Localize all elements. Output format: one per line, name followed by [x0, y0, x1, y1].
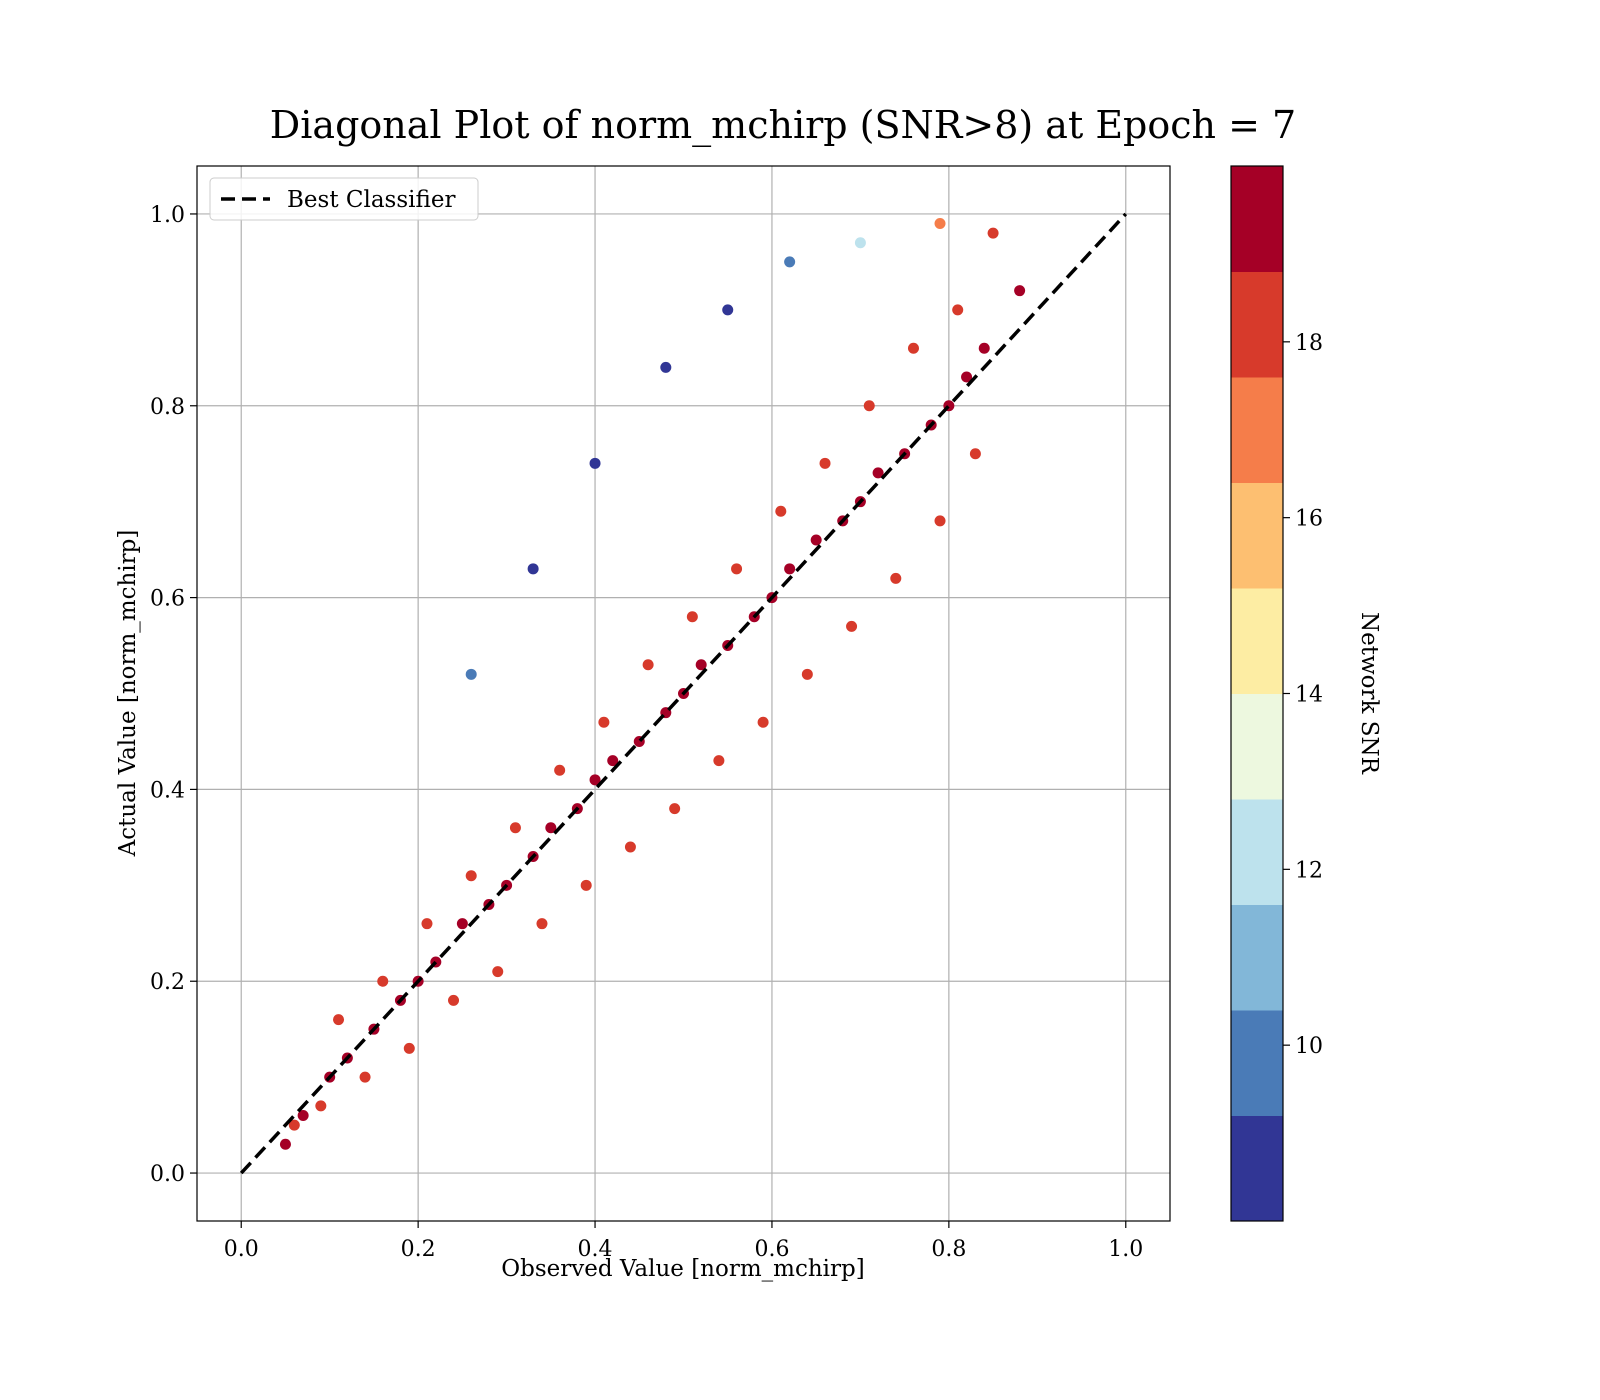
x-tick-label: 0.4 — [578, 1237, 613, 1262]
scatter-point — [492, 966, 504, 978]
scatter-point — [784, 563, 796, 575]
scatter-point — [624, 841, 636, 853]
scatter-point — [978, 342, 990, 354]
y-axis-label: Actual Value [norm_mchirp] — [115, 530, 141, 858]
y-tick-label: 0.2 — [150, 970, 185, 995]
colorbar-bin — [1231, 271, 1283, 378]
scatter-point — [359, 1071, 371, 1083]
legend-box — [209, 177, 479, 221]
scatter-point — [421, 918, 433, 930]
x-axis-label: Observed Value [norm_mchirp] — [501, 1256, 864, 1282]
x-axis-ticks: 0.0 0.2 0.4 0.6 0.8 1.0 — [224, 1221, 1143, 1262]
colorbar-ticks: 10 12 14 16 18 — [1283, 331, 1323, 1059]
y-tick-label: 0.0 — [150, 1162, 185, 1187]
scatter-point — [872, 467, 884, 479]
scatter-point — [554, 764, 566, 776]
colorbar-tick-label: 18 — [1295, 331, 1323, 356]
y-tick-label: 0.6 — [150, 587, 185, 612]
scatter-point — [686, 611, 698, 623]
scatter-point — [669, 803, 681, 815]
scatter-point — [1014, 285, 1026, 297]
scatter-point — [333, 1014, 345, 1026]
y-tick-label: 0.8 — [150, 395, 185, 420]
scatter-point — [660, 361, 672, 373]
best-classifier-line — [239, 212, 1128, 1175]
chart-title: Diagonal Plot of norm_mchirp (SNR>8) at … — [270, 103, 1296, 148]
scatter-point — [961, 371, 973, 383]
scatter-point — [801, 668, 813, 680]
colorbar-bin — [1231, 799, 1283, 905]
scatter-point — [509, 822, 521, 834]
scatter-point — [465, 668, 477, 680]
scatter-point — [545, 822, 557, 834]
scatter-point — [448, 994, 460, 1006]
scatter-point — [952, 304, 964, 316]
colorbar-label: Network SNR — [1356, 612, 1382, 775]
colorbar-bin — [1231, 1115, 1283, 1222]
scatter-point — [987, 227, 999, 239]
scatter-point — [580, 879, 592, 891]
scatter-point — [890, 572, 902, 584]
colorbar-bin — [1231, 904, 1283, 1011]
y-axis-ticks: 0.0 0.2 0.4 0.6 0.8 1.0 — [150, 203, 197, 1187]
scatter-point — [642, 659, 654, 671]
scatter-point — [846, 620, 858, 632]
colorbar-tick-label: 12 — [1295, 858, 1323, 883]
x-tick-label: 1.0 — [1108, 1237, 1143, 1262]
scatter-point — [731, 563, 743, 575]
scatter-point — [854, 237, 866, 249]
scatter-point — [279, 1138, 291, 1150]
x-tick-label: 0.0 — [224, 1237, 259, 1262]
scatter-point — [934, 515, 946, 527]
scatter-point — [315, 1100, 327, 1112]
scatter-point — [589, 774, 601, 786]
plot-area: 0.0 0.2 0.4 0.6 0.8 1.0 0.0 0.2 0.4 0.6 0.8 1.0 — [150, 165, 1171, 1262]
colorbar-tick-label: 10 — [1295, 1034, 1323, 1059]
scatter-point — [713, 755, 725, 767]
scatter-point — [536, 918, 548, 930]
axes-frame — [196, 165, 1171, 1222]
colorbar-bin — [1231, 588, 1283, 694]
x-tick-label: 0.8 — [931, 1237, 966, 1262]
scatter-point — [695, 659, 707, 671]
scatter-point — [456, 918, 468, 930]
colorbar: 10 12 14 16 18 Network SNR — [1230, 165, 1382, 1222]
colorbar-bin — [1231, 166, 1283, 272]
scatter-point — [377, 975, 389, 987]
scatter-point — [784, 256, 796, 268]
scatter-point — [403, 1042, 415, 1054]
scatter-point — [297, 1110, 309, 1121]
y-tick-label: 1.0 — [150, 203, 185, 228]
scatter-point — [589, 457, 601, 469]
scatter-point — [819, 457, 831, 469]
colorbar-tick-label: 14 — [1295, 683, 1323, 708]
legend-entry-best-classifier: Best Classifier — [287, 187, 455, 213]
y-tick-label: 0.4 — [150, 778, 185, 803]
scatter-point — [757, 716, 769, 728]
scatter-point — [465, 870, 477, 882]
legend: Best Classifier — [209, 177, 479, 221]
scatter-point — [288, 1119, 300, 1131]
scatter-point — [607, 755, 619, 767]
x-tick-label: 0.2 — [401, 1237, 436, 1262]
x-tick-label: 0.6 — [754, 1237, 789, 1262]
colorbar-bin — [1231, 377, 1283, 483]
scatter-point — [907, 342, 919, 354]
scatter-point — [598, 716, 610, 728]
colorbar-bin — [1231, 1010, 1283, 1116]
scatter-point — [934, 218, 946, 230]
scatter-point — [775, 505, 787, 517]
scatter-point — [810, 534, 822, 546]
scatter-point — [527, 563, 539, 575]
scatter-point — [863, 400, 875, 412]
colorbar-bin — [1231, 693, 1283, 800]
colorbar-bin — [1231, 482, 1283, 589]
scatter-point — [969, 448, 981, 460]
scatter-point — [722, 304, 734, 316]
colorbar-bins — [1231, 166, 1283, 1222]
colorbar-tick-label: 16 — [1295, 507, 1323, 532]
